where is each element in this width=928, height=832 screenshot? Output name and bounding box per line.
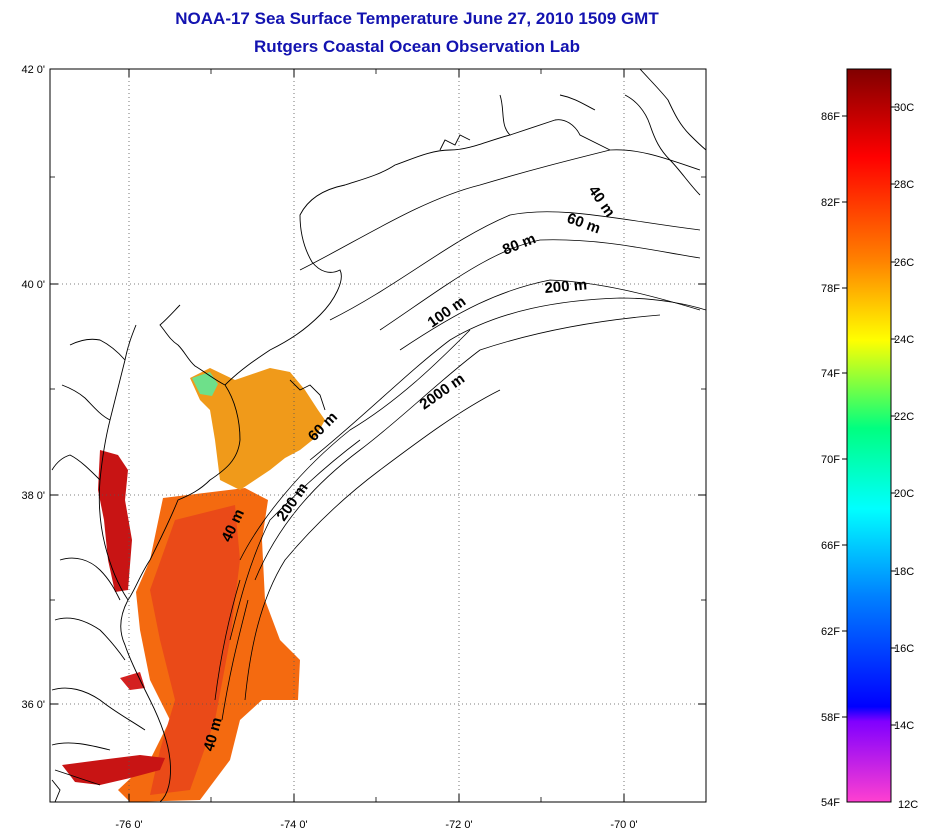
- minor-ticks: [50, 69, 706, 802]
- sst-delaware: [190, 368, 325, 490]
- sst-albemarle: [62, 755, 165, 785]
- sst-cold-patch: [192, 372, 218, 396]
- colorbar-label-22C: 22C: [894, 411, 914, 423]
- map-title: NOAA-17 Sea Surface Temperature June 27,…: [175, 9, 659, 28]
- colorbar-label-82F: 82F: [821, 197, 840, 209]
- lon-label-70: -70 0': [610, 819, 637, 831]
- colorbar-label-14C: 14C: [894, 720, 914, 732]
- lat-label-42: 42 0': [21, 64, 45, 76]
- sst-shelf-deep: [150, 505, 240, 795]
- map-subtitle: Rutgers Coastal Ocean Observation Lab: [254, 37, 580, 56]
- colorbar-label-24C: 24C: [894, 334, 914, 346]
- colorbar-label-86F: 86F: [821, 111, 840, 123]
- colorbar-label-78F: 78F: [821, 283, 840, 295]
- lon-label-76: -76 0': [115, 819, 142, 831]
- sst-chesapeake: [98, 450, 132, 592]
- colorbar-label-74F: 74F: [821, 368, 840, 380]
- colorbar-label-28C: 28C: [894, 179, 914, 191]
- lat-label-36: 36 0': [21, 699, 45, 711]
- contour-label-200m-north: 200 m: [544, 276, 588, 297]
- map-frame: [49, 68, 707, 803]
- colorbar-label-18C: 18C: [894, 566, 914, 578]
- colorbar-label-26C: 26C: [894, 257, 914, 269]
- frame-ticks: [50, 68, 706, 802]
- contour-label-200m-south: 200 m: [273, 480, 311, 525]
- colorbar-label-20C: 20C: [894, 488, 914, 500]
- colorbar-label-58F: 58F: [821, 712, 840, 724]
- isobaths: [214, 149, 706, 721]
- colorbar-label-12C: 12C: [898, 799, 918, 811]
- colorbar-label-70F: 70F: [821, 454, 840, 466]
- sst-field: [62, 368, 325, 802]
- lat-label-38: 38 0': [21, 490, 45, 502]
- colorbar-label-16C: 16C: [894, 643, 914, 655]
- contour-label-80m: 80 m: [500, 230, 538, 259]
- colorbar-label-62F: 62F: [821, 626, 840, 638]
- contour-label-60m-north: 60 m: [565, 210, 603, 238]
- contour-label-2000m: 2000 m: [417, 370, 468, 413]
- coastline: [51, 69, 706, 802]
- lat-label-40: 40 0': [21, 279, 45, 291]
- lon-label-72: -72 0': [445, 819, 472, 831]
- colorbar: [846, 68, 892, 803]
- colorbar-label-30C: 30C: [894, 102, 914, 114]
- lon-label-74: -74 0': [280, 819, 307, 831]
- graticule: [50, 69, 706, 802]
- colorbar-ticks: [842, 106, 896, 726]
- sst-patch: [120, 672, 145, 690]
- colorbar-label-66F: 66F: [821, 540, 840, 552]
- colorbar-label-54F: 54F: [821, 797, 840, 809]
